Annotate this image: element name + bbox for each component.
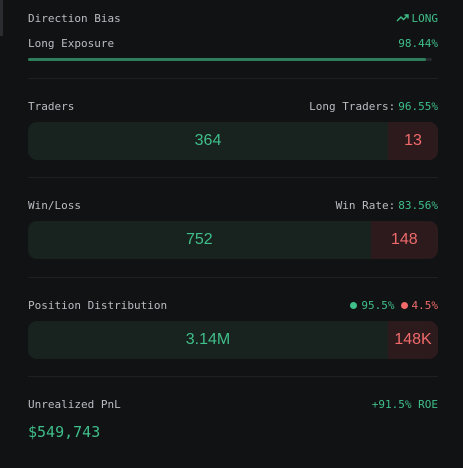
- short-dot: [400, 301, 408, 309]
- progress-track: [28, 58, 432, 61]
- short-segment: 13: [388, 122, 438, 160]
- long-segment: 364: [28, 122, 388, 160]
- trend-icon: [396, 13, 409, 21]
- stat-value: 96.55%: [398, 99, 438, 113]
- label: Long Exposure: [28, 36, 115, 50]
- direction-row: Direction Bias LONG: [28, 10, 438, 26]
- stat: Long Traders: 96.55%: [309, 100, 438, 113]
- label: Traders: [28, 99, 75, 113]
- stat-label: Win Rate:: [335, 198, 396, 212]
- label: Unrealized PnL: [28, 397, 121, 411]
- separator: [28, 177, 438, 178]
- label: Win/Loss: [28, 198, 81, 212]
- roe: +91.5% ROE: [371, 397, 438, 411]
- traders-row: Traders Long Traders: 96.55%: [28, 98, 438, 114]
- exposure-row: Long Exposure 98.44%: [28, 35, 438, 51]
- long-dot: [350, 301, 358, 309]
- pnl-value: $549,743: [28, 423, 101, 441]
- pnl-row: Unrealized PnL +91.5% ROE: [28, 396, 438, 412]
- progress-fill: [28, 58, 426, 61]
- winloss-row: Win/Loss Win Rate: 83.56%: [28, 197, 438, 213]
- label: Direction Bias: [28, 11, 121, 25]
- split-bar: 364 13: [28, 122, 438, 160]
- separator: [28, 78, 438, 79]
- long-segment: 3.14M: [28, 321, 388, 359]
- stat-value: 83.56%: [398, 198, 438, 212]
- split-bar: 3.14M 148K: [28, 321, 438, 359]
- separator: [28, 277, 438, 278]
- shares: 95.5% 4.5%: [350, 299, 438, 312]
- separator: [28, 376, 438, 377]
- label: Position Distribution: [28, 298, 168, 312]
- long-share: 95.5%: [361, 298, 395, 312]
- distribution-row: Position Distribution 95.5% 4.5%: [28, 297, 438, 313]
- short-share: 4.5%: [411, 298, 439, 312]
- stat-label: Long Traders:: [309, 99, 396, 113]
- value: 98.44%: [398, 36, 438, 50]
- direction-value: LONG: [396, 11, 439, 25]
- short-segment: 148K: [388, 321, 438, 359]
- stat: Win Rate: 83.56%: [336, 199, 438, 212]
- value: LONG: [411, 11, 439, 25]
- loss-segment: 148: [370, 221, 438, 259]
- split-bar: 752 148: [28, 221, 438, 259]
- win-segment: 752: [28, 221, 371, 259]
- edge: [0, 0, 3, 36]
